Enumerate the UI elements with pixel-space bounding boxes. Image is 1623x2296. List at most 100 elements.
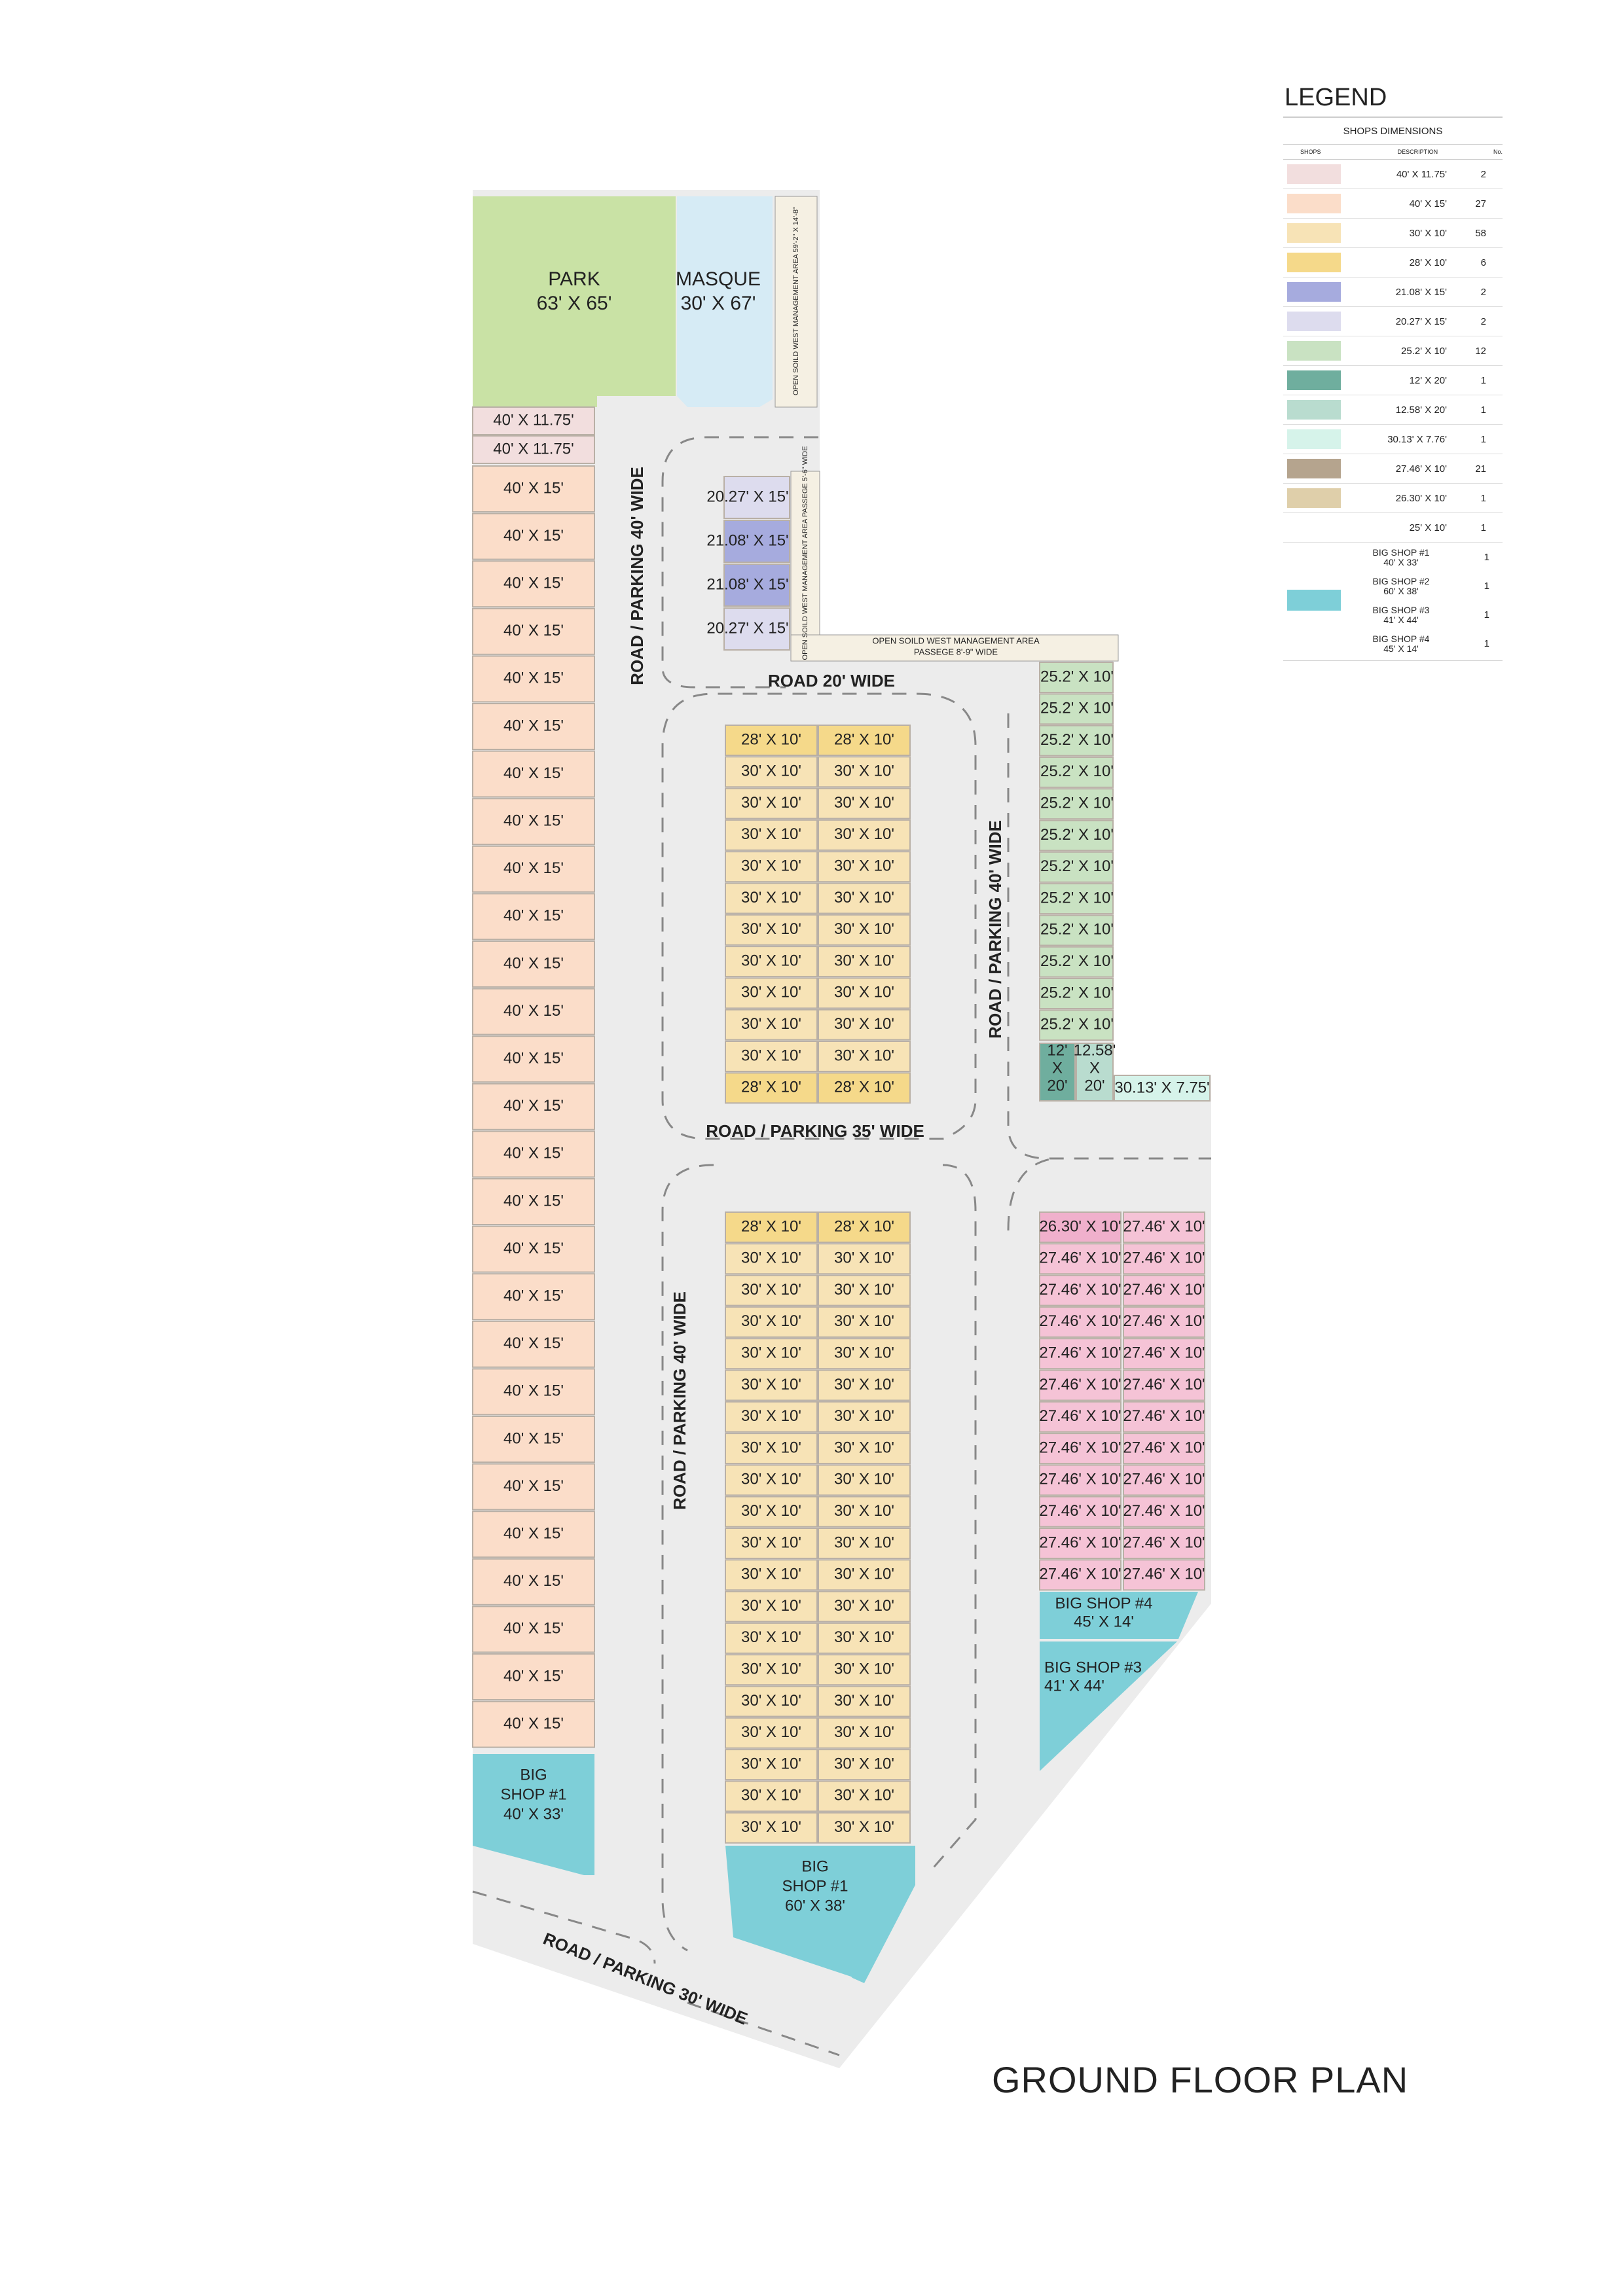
legend-desc: 12' X 20' [1409, 374, 1447, 386]
shop-30x10 [818, 787, 911, 819]
legend-swatch [1287, 370, 1341, 390]
shop-label: 28' X 10' [741, 730, 801, 748]
shop-label: 27.46' X 10' [1039, 1534, 1121, 1551]
shop-30x10 [725, 914, 818, 946]
shop-label: 27.46' X 10' [1123, 1376, 1205, 1393]
shop-30x10 [818, 946, 911, 978]
legend-row: 27.46' X 10' 21 [1283, 454, 1503, 484]
shop-label: 40' X 15' [503, 575, 564, 592]
shop-30-13x7-75 [1114, 1075, 1211, 1102]
legend-col-description: DESCRIPTION [1397, 149, 1438, 155]
shop-label: 27.46' X 10' [1123, 1407, 1205, 1425]
shop-label: 40' X 15' [503, 1525, 564, 1543]
legend-rows: 40' X 11.75' 2 40' X 15' 27 30' X 10' 58 28' X… [1283, 160, 1503, 543]
shop-30x10 [818, 1780, 911, 1812]
shop-label: 30' X 10' [741, 794, 801, 812]
shop-label: 30' X 10' [741, 984, 801, 1001]
shop-25-2x10 [1039, 693, 1114, 725]
legend-count: 2 [1480, 286, 1486, 298]
shop-label: 30' X 10' [834, 1502, 894, 1520]
shop-label: 40' X 15' [503, 1240, 564, 1257]
shop-label: 40' X 15' [503, 1477, 564, 1495]
legend-count: 6 [1480, 257, 1486, 268]
big-shop-3-label: 41' X 44' [1044, 1677, 1104, 1695]
shop-27-46x10 [1123, 1274, 1205, 1306]
shop-label: 40' X 15' [503, 954, 564, 972]
shop-label: 30' X 10' [741, 1047, 801, 1064]
shop-25-2x10 [1039, 851, 1114, 883]
shop-label: 30' X 10' [834, 762, 894, 780]
shop-40x15 [472, 1320, 595, 1368]
shop-12x20 [1039, 1043, 1076, 1102]
shop-20-27x15 [723, 476, 790, 519]
shop-30x10 [818, 977, 911, 1009]
shop-label: 30' X 10' [834, 952, 894, 969]
shop-label: 40' X 15' [503, 1097, 564, 1115]
legend-table: SHOPS DIMENSIONS SHOPS DESCRIPTION No. 4… [1283, 117, 1503, 661]
shop-40x15 [472, 1273, 595, 1321]
shop-label: 30' X 10' [741, 1566, 801, 1583]
shop-40x15 [472, 1700, 595, 1748]
shop-label: 28' X 10' [741, 1217, 801, 1235]
shop-30x10 [725, 1749, 818, 1781]
shop-label: 27.46' X 10' [1039, 1249, 1121, 1267]
shop-label: 30' X 10' [834, 1047, 894, 1064]
shop-30x10 [818, 1590, 911, 1623]
shop-label: 40' X 15' [503, 764, 564, 782]
shop-label: 25.2' X 10' [1040, 1016, 1114, 1033]
shop-label: 30' X 10' [834, 1787, 894, 1804]
shop-label: 40' X 15' [503, 859, 564, 877]
legend-row: 28' X 10' 6 [1283, 248, 1503, 278]
big-shop-4 [1040, 1592, 1198, 1639]
shop-label: 30' X 10' [741, 1692, 801, 1710]
shop-30x10 [725, 977, 818, 1009]
legend-big-count: 1 [1484, 638, 1489, 649]
shop-40x15 [472, 1225, 595, 1273]
shop-label: 25.2' X 10' [1040, 921, 1114, 939]
shop-30x10 [725, 1464, 818, 1496]
shop-label: 30' X 10' [741, 762, 801, 780]
legend-header: SHOPS DIMENSIONS [1283, 118, 1503, 145]
legend-swatch [1287, 459, 1341, 478]
shop-label: 27.46' X 10' [1123, 1471, 1205, 1488]
shop-27-46x10 [1039, 1274, 1122, 1306]
shop-label: 27.46' X 10' [1039, 1502, 1121, 1520]
shop-27-46x10 [1039, 1306, 1122, 1338]
shop-27-46x10 [1123, 1528, 1205, 1559]
shop-30x10 [725, 1559, 818, 1591]
shop-28x10 [725, 725, 818, 756]
road-label-35: ROAD / PARKING 35' WIDE [706, 1121, 924, 1141]
big-shop-4-label: 45' X 14' [1074, 1613, 1134, 1630]
legend-swatch [1287, 223, 1341, 243]
shop-21-08x15 [723, 520, 790, 563]
park-label: 63' X 65' [537, 293, 612, 314]
shop-30x10 [725, 819, 818, 851]
shop-label: 30' X 10' [741, 1628, 801, 1646]
shop-30x10 [725, 1009, 818, 1041]
legend-desc: 21.08' X 15' [1395, 286, 1447, 298]
shop-label: 40' X 15' [503, 670, 564, 687]
legend-swatch [1287, 164, 1341, 184]
shop-label: 40' X 15' [503, 479, 564, 497]
shop-30x10 [725, 1590, 818, 1623]
legend-count: 1 [1480, 404, 1486, 416]
shop-40x15 [472, 1416, 595, 1463]
shop-30x10 [725, 1243, 818, 1275]
shop-27-46x10 [1123, 1496, 1205, 1528]
shop-label: 30' X 10' [741, 1534, 801, 1551]
page-title: GROUND FLOOR PLAN [992, 2059, 1409, 2100]
shop-label: 27.46' X 10' [1123, 1217, 1205, 1235]
shop-30x10 [818, 756, 911, 788]
waste-area-top-label: OPEN SOILD WEST MANAGEMENT AREA 59'-2" X… [792, 207, 800, 395]
shop-label: 30' X 10' [741, 1015, 801, 1033]
park-area [473, 196, 676, 407]
shop-label: 30' X 10' [834, 857, 894, 875]
shop-label: 30' X 10' [741, 1597, 801, 1615]
shop-label: 30' X 10' [834, 1534, 894, 1551]
road-label-right-40: ROAD / PARKING 40' WIDE [985, 820, 1005, 1039]
shop-label: 27.46' X 10' [1123, 1439, 1205, 1456]
shop-label: 27.46' X 10' [1039, 1281, 1121, 1299]
shop-27-46x10 [1039, 1369, 1122, 1401]
shop-label: 30' X 10' [834, 1597, 894, 1615]
shop-label: 26.30' X 10' [1039, 1217, 1121, 1235]
